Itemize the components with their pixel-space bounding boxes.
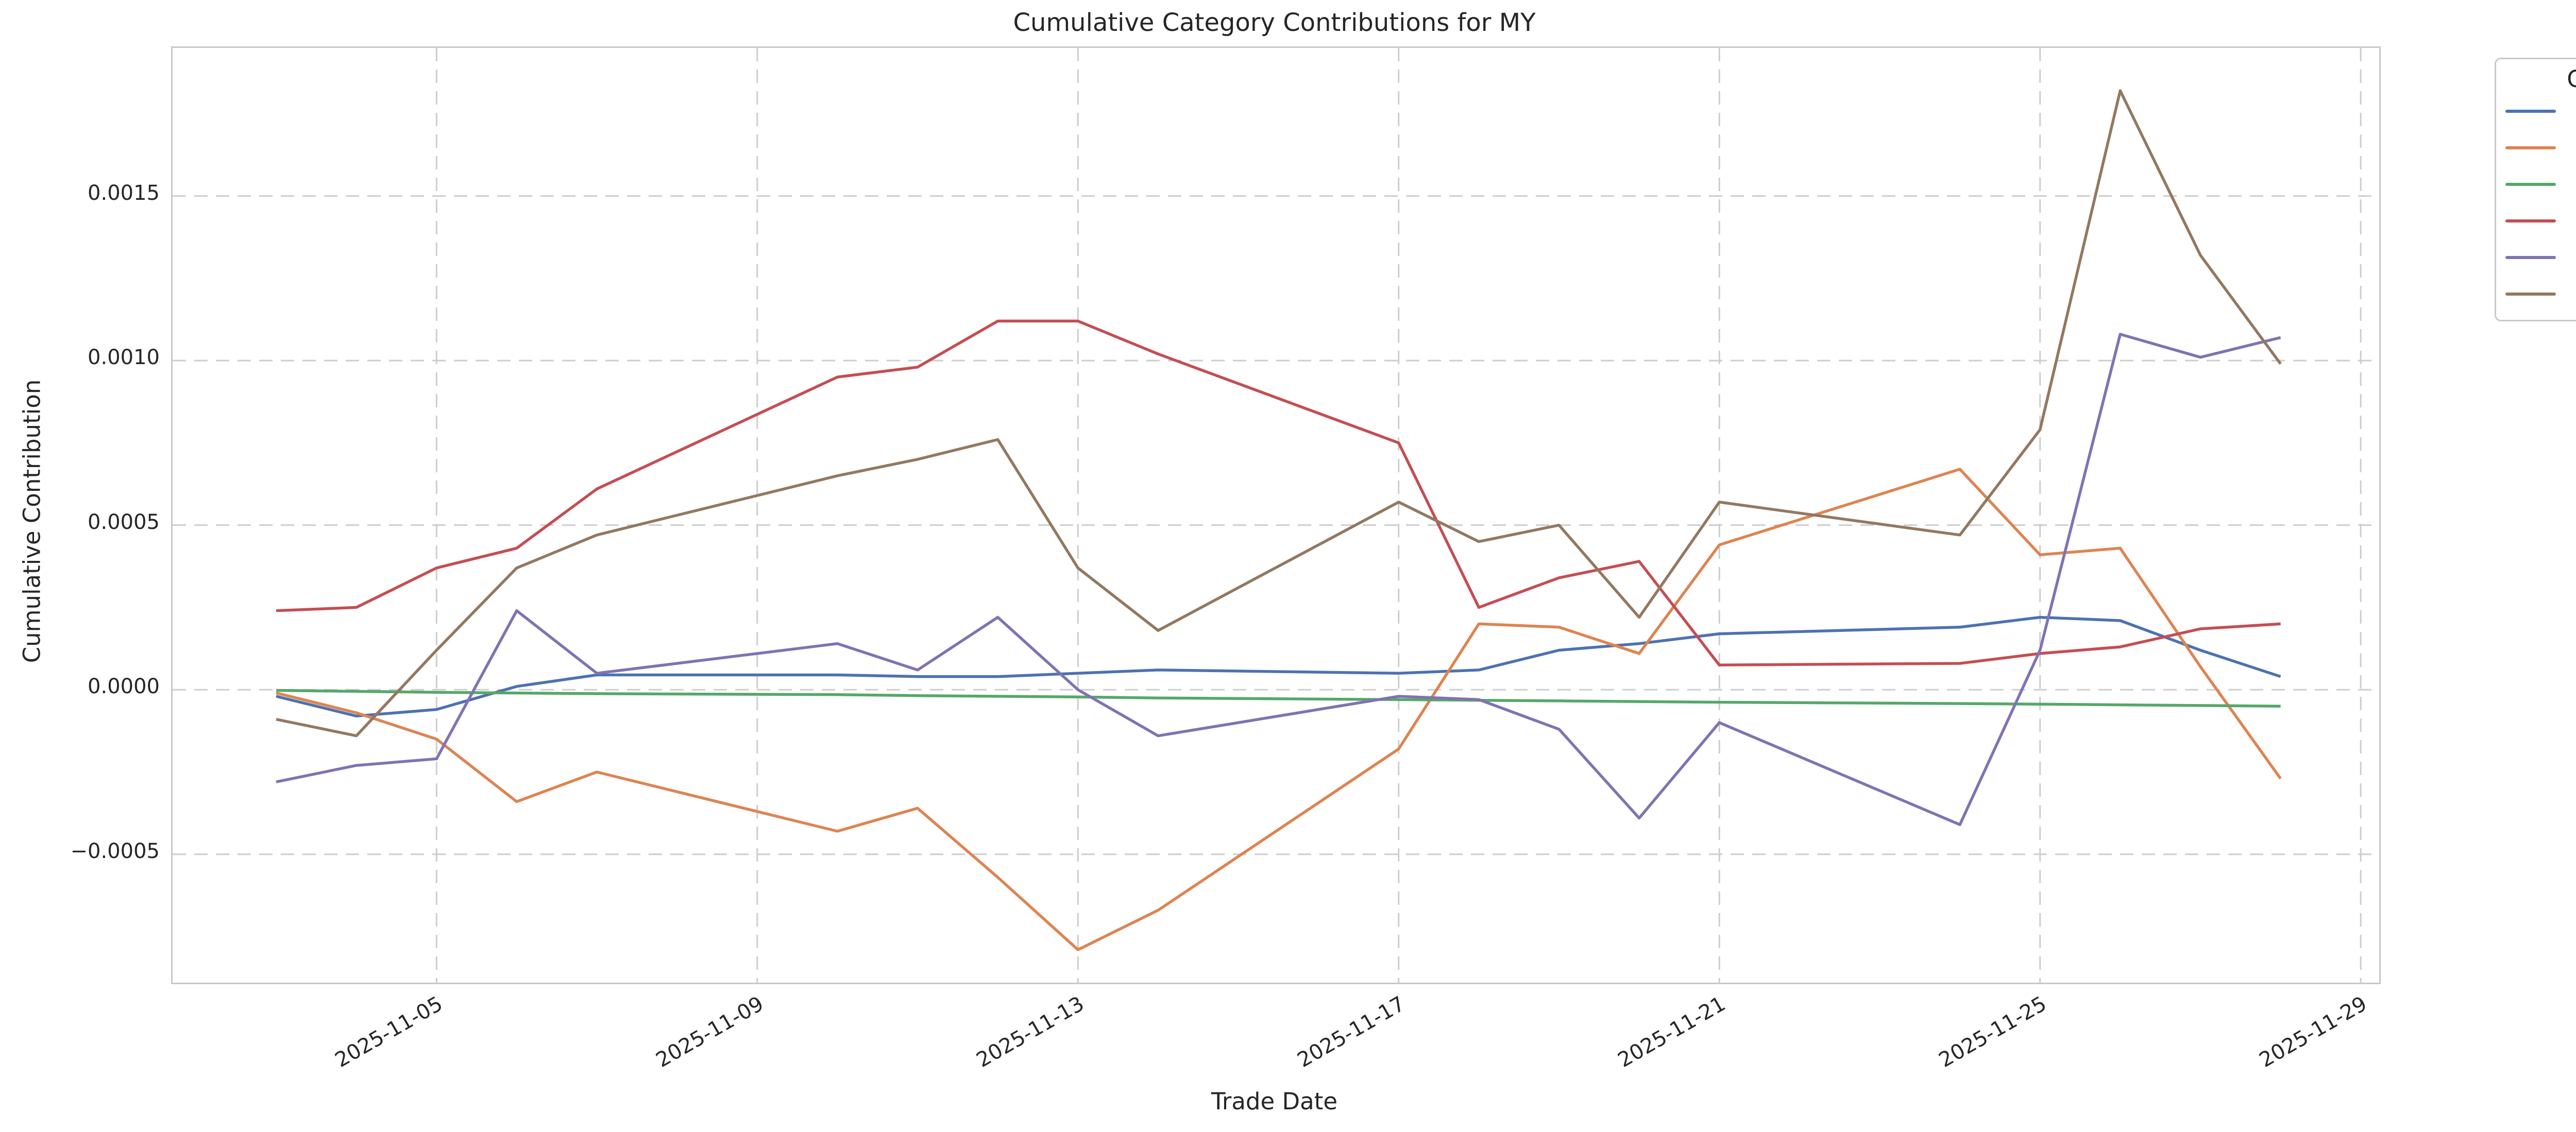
y-tick-label: −0.0005	[70, 839, 160, 863]
legend-item-total: Total	[2496, 276, 2576, 312]
legend-item-risk-exposure: risk_exposure	[2496, 202, 2576, 239]
legend-item-alpha-total: alpha_total	[2496, 93, 2576, 129]
legend-item-cost: cost	[2496, 166, 2576, 202]
unexplained-line-swatch	[2505, 255, 2556, 259]
y-tick-label: 0.0010	[88, 346, 160, 370]
risk-exposure-line-swatch	[2505, 219, 2556, 222]
tilt-total-line-swatch	[2505, 146, 2556, 149]
chart-title: Cumulative Category Contributions for MY	[1013, 8, 1536, 37]
alpha-total-line-swatch	[2505, 109, 2556, 113]
legend: Category alpha_total tilt_total cost ris…	[2495, 58, 2576, 321]
legend-item-tilt-total: tilt_total	[2496, 129, 2576, 166]
cost-line-swatch	[2505, 182, 2556, 186]
plot-area	[171, 46, 2381, 984]
y-tick-label: 0.0005	[88, 510, 160, 534]
total-line-swatch	[2505, 292, 2556, 296]
x-axis-label: Trade Date	[1211, 1088, 1338, 1115]
y-tick-label: 0.0015	[88, 181, 160, 205]
legend-title: Category	[2567, 65, 2576, 93]
y-tick-label: 0.0000	[88, 675, 160, 699]
legend-item-unexplained: unexplained	[2496, 239, 2576, 276]
